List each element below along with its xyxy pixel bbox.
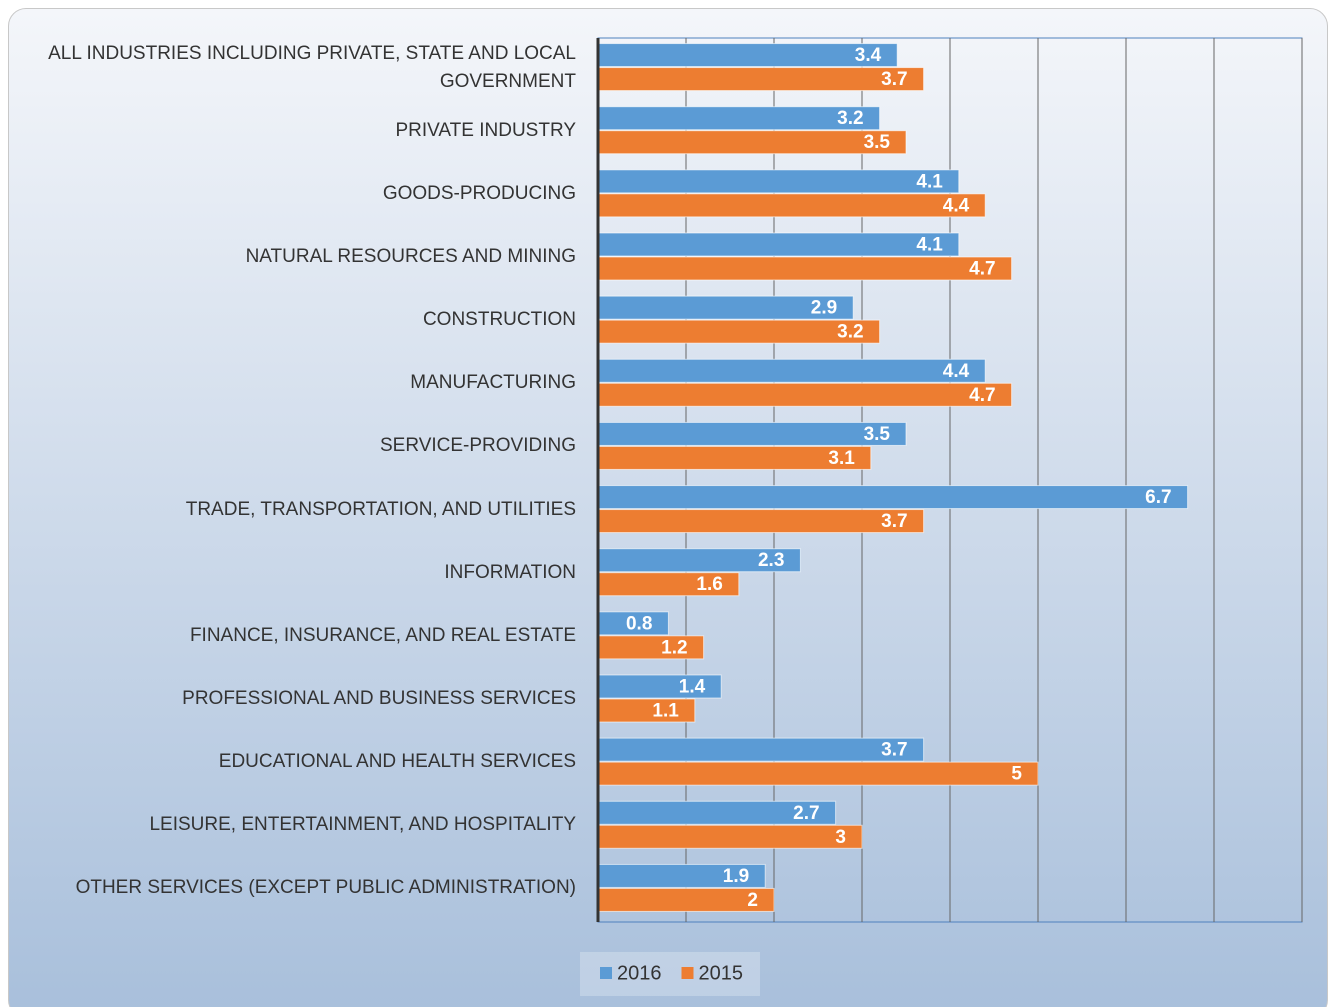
data-label: 4.1 xyxy=(916,171,943,192)
data-label: 3 xyxy=(835,827,846,848)
data-label: 2.7 xyxy=(793,803,819,824)
bar xyxy=(597,169,960,194)
data-label: 3.5 xyxy=(864,424,891,445)
category-label: GOODS-PRODUCING xyxy=(382,182,576,204)
data-label: 3.2 xyxy=(837,108,863,129)
data-label: 4.4 xyxy=(943,195,970,216)
category-label: PROFESSIONAL AND BUSINESS SERVICES xyxy=(182,688,576,709)
bar xyxy=(597,485,1189,510)
bar xyxy=(597,193,986,218)
data-label: 3.7 xyxy=(881,69,907,90)
data-label: 3.7 xyxy=(881,740,907,761)
data-label: 0.8 xyxy=(626,613,652,634)
bar xyxy=(597,256,1013,281)
bar xyxy=(597,130,907,155)
data-label: 3.5 xyxy=(864,132,891,153)
data-label: 3.7 xyxy=(881,511,907,532)
bar xyxy=(597,509,925,534)
data-label: 1.2 xyxy=(661,637,687,658)
data-label: 2 xyxy=(747,890,758,911)
legend-label: 2015 xyxy=(699,962,744,984)
bar xyxy=(597,358,986,383)
category-label: EDUCATIONAL AND HEALTH SERVICES xyxy=(218,751,576,773)
category-label: LEISURE, ENTERTAINMENT, AND HOSPITALITY xyxy=(149,814,576,836)
bar xyxy=(597,737,925,762)
category-label: MANUFACTURING xyxy=(410,372,576,394)
data-label: 6.7 xyxy=(1145,487,1171,508)
bar xyxy=(597,43,898,68)
legend-label: 2016 xyxy=(617,962,662,984)
bar xyxy=(597,698,696,723)
data-label: 2.9 xyxy=(811,298,837,319)
data-label: 1.9 xyxy=(723,866,749,887)
category-label: TRADE, TRANSPORTATION, AND UTILITIES xyxy=(185,498,576,520)
category-label: ALL INDUSTRIES INCLUDING PRIVATE, STATE … xyxy=(48,42,576,92)
data-label: 3.2 xyxy=(837,322,863,343)
data-label: 5 xyxy=(1011,764,1022,785)
data-label: 2.3 xyxy=(758,550,784,571)
category-label: CONSTRUCTION xyxy=(422,309,576,331)
bar xyxy=(597,824,863,849)
data-label: 1.4 xyxy=(679,677,706,698)
data-label: 1.6 xyxy=(696,574,722,595)
data-label: 4.7 xyxy=(969,385,995,406)
bar xyxy=(597,67,925,92)
bar xyxy=(597,635,705,660)
data-label: 3.4 xyxy=(855,45,882,66)
bar xyxy=(597,232,960,257)
data-label: 4.1 xyxy=(916,235,943,256)
legend-swatch xyxy=(681,967,694,979)
category-label: NATURAL RESOURCES AND MINING xyxy=(245,246,576,267)
legend-swatch xyxy=(600,967,612,979)
bar xyxy=(597,421,907,446)
bar xyxy=(597,382,1013,407)
category-label: OTHER SERVICES (EXCEPT PUBLIC ADMINISTRA… xyxy=(75,877,576,899)
data-label: 4.4 xyxy=(943,361,970,382)
category-label: SERVICE-PROVIDING xyxy=(379,435,576,457)
category-label: PRIVATE INDUSTRY xyxy=(395,119,576,141)
data-label: 1.1 xyxy=(652,701,679,722)
data-label: 4.7 xyxy=(969,259,995,280)
bar xyxy=(597,761,1039,786)
category-label: FINANCE, INSURANCE, AND REAL ESTATE xyxy=(189,624,576,646)
data-label: 3.1 xyxy=(828,448,855,469)
category-label: INFORMATION xyxy=(444,561,576,583)
